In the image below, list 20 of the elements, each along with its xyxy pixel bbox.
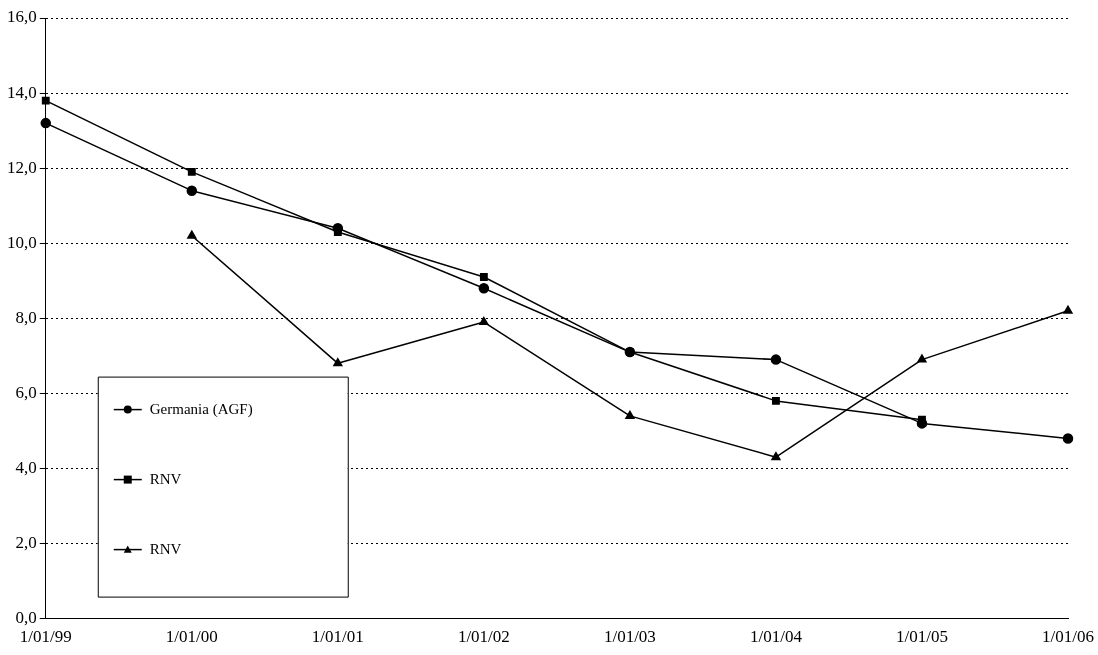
legend-label: Germania (AGF) <box>149 400 253 418</box>
x-tick-label: 1/01/05 <box>895 627 948 647</box>
y-tick-label: 12,0 <box>7 157 37 177</box>
y-tick-label: 6,0 <box>15 382 37 402</box>
y-tick-label: 14,0 <box>7 82 37 102</box>
legend-label: RNV <box>149 540 182 557</box>
y-tick-label: 2,0 <box>15 532 37 552</box>
x-tick-label: 1/01/01 <box>311 627 364 647</box>
x-tick-label: 1/01/02 <box>457 627 510 647</box>
legend-label: RNV <box>149 470 182 487</box>
x-tick-label: 1/01/04 <box>749 627 803 647</box>
y-tick-label: 10,0 <box>7 232 37 252</box>
x-tick-label: 1/01/03 <box>603 627 656 647</box>
x-tick-label: 1/01/99 <box>19 627 72 647</box>
y-tick-label: 8,0 <box>15 307 37 327</box>
y-tick-label: 0,0 <box>15 608 37 628</box>
x-tick-label: 1/01/06 <box>1042 627 1094 647</box>
x-tick-label: 1/01/00 <box>165 627 218 647</box>
y-tick-label: 4,0 <box>15 457 37 477</box>
y-tick-label: 16,0 <box>7 7 37 27</box>
